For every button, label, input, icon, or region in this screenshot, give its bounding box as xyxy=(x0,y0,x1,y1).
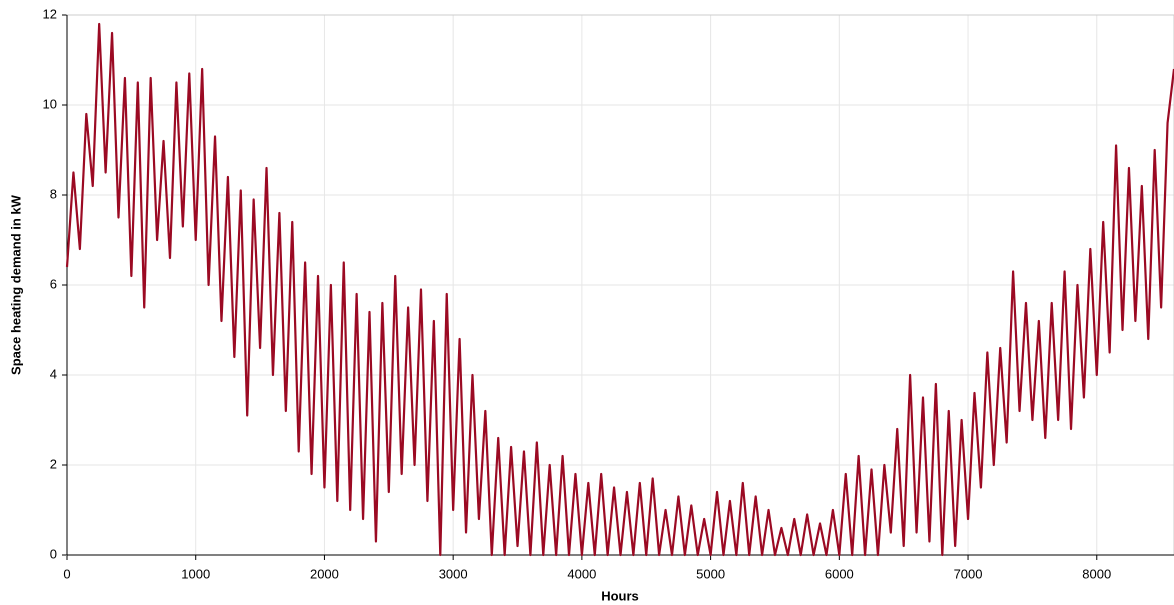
y-tick-label: 10 xyxy=(43,96,57,111)
x-tick-label: 2000 xyxy=(310,566,339,581)
y-tick-label: 6 xyxy=(50,276,57,291)
y-tick-label: 12 xyxy=(43,6,57,21)
y-tick-label: 4 xyxy=(50,366,57,381)
data-line xyxy=(65,22,1174,557)
x-tick-label: 4000 xyxy=(567,566,596,581)
x-tick-label: 6000 xyxy=(825,566,854,581)
x-tick-label: 5000 xyxy=(696,566,725,581)
x-tick-label: 8000 xyxy=(1082,566,1111,581)
y-tick-label: 0 xyxy=(50,546,57,561)
x-axis-title: Hours xyxy=(601,588,639,603)
x-tick-label: 0 xyxy=(63,566,70,581)
x-tick-label: 3000 xyxy=(439,566,468,581)
y-axis-title: Space heating demand in kW xyxy=(8,194,23,375)
y-tick-label: 8 xyxy=(50,186,57,201)
y-tick-label: 2 xyxy=(50,456,57,471)
x-tick-label: 1000 xyxy=(181,566,210,581)
x-tick-label: 7000 xyxy=(954,566,983,581)
